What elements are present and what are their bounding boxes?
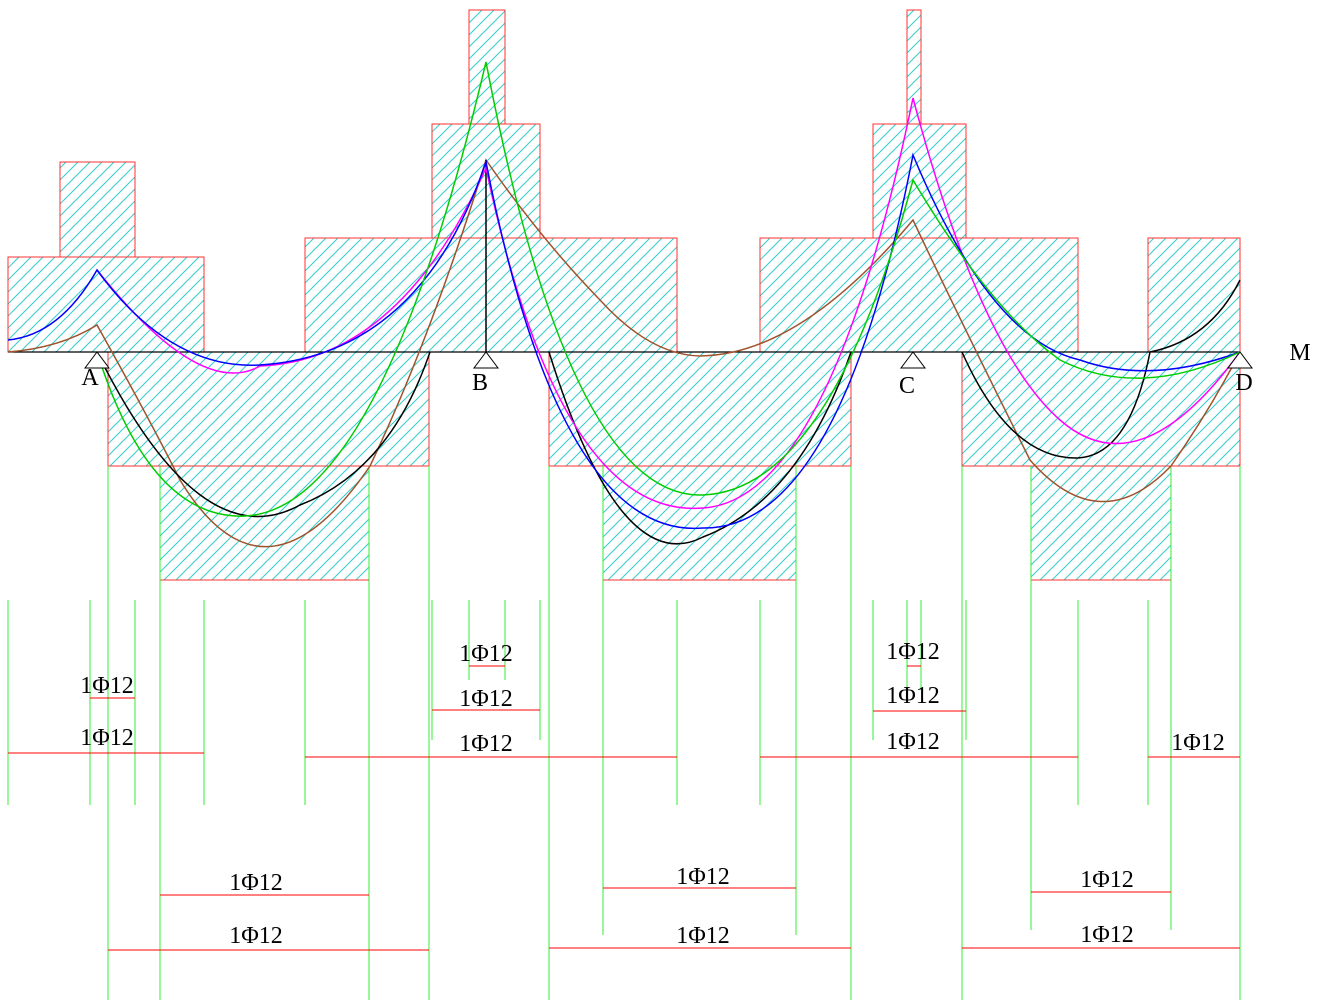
rebar-label: 1Φ12 <box>459 731 513 757</box>
rebar-label: 1Φ12 <box>886 683 940 709</box>
rebar-label: 1Φ12 <box>459 641 513 667</box>
hatched-area <box>907 10 921 124</box>
rebar-label: 1Φ12 <box>459 686 513 712</box>
rebar-label: 1Φ12 <box>886 639 940 665</box>
support <box>474 352 498 368</box>
support-label: A <box>81 365 99 391</box>
rebar-label: 1Φ12 <box>80 673 134 699</box>
hatched-area <box>1031 466 1171 580</box>
rebar-label: 1Φ12 <box>1080 922 1134 948</box>
rebars: 1Φ12 1Φ12 1Φ12 1Φ12 1Φ12 1Φ12 1Φ12 1Φ12 1Φ12 1Φ12… <box>8 639 1240 950</box>
hatched-area <box>60 162 135 257</box>
support-label: D <box>1235 370 1252 396</box>
rebar-label: 1Φ12 <box>229 870 283 896</box>
hatched-areas <box>8 10 1240 580</box>
rebar-label: 1Φ12 <box>676 864 730 890</box>
axis-label: M <box>1289 340 1310 366</box>
rebar-label: 1Φ12 <box>1080 867 1134 893</box>
hatched-area <box>160 466 369 580</box>
support <box>901 352 925 368</box>
rebar-label: 1Φ12 <box>1171 730 1225 756</box>
support-label: B <box>472 370 488 396</box>
rebar-label: 1Φ12 <box>886 729 940 755</box>
support-label: C <box>899 373 915 399</box>
hatched-area <box>873 124 966 238</box>
rebar-label: 1Φ12 <box>676 923 730 949</box>
rebar-label: 1Φ12 <box>229 923 283 949</box>
hatched-area <box>8 257 204 352</box>
moment-diagram: ABCDM 1Φ121Φ121Φ121Φ121Φ121Φ121Φ121Φ121Φ… <box>0 0 1330 1001</box>
rebar-label: 1Φ12 <box>80 725 134 751</box>
